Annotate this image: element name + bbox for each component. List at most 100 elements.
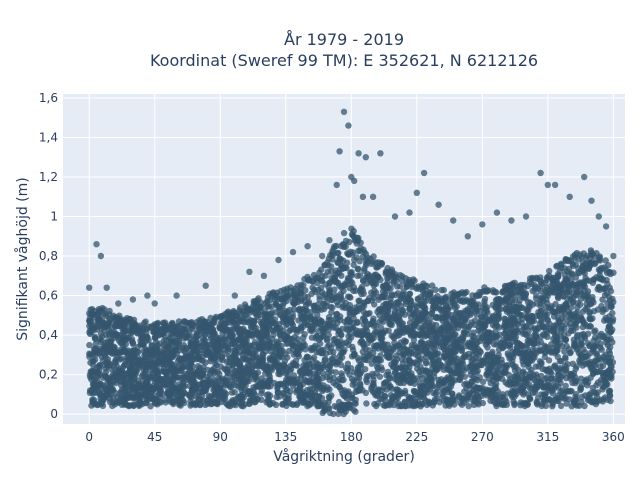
data-point: [544, 397, 552, 404]
data-point: [435, 296, 443, 304]
data-point: [340, 229, 348, 237]
data-point: [344, 317, 351, 325]
data-point: [544, 344, 551, 351]
data-point: [90, 357, 97, 365]
data-point: [394, 318, 401, 325]
data-point: [489, 373, 496, 381]
data-point: [587, 390, 595, 397]
data-point: [600, 285, 607, 293]
data-point: [605, 359, 613, 366]
data-point: [597, 363, 604, 370]
data-point: [532, 363, 539, 370]
data-point: [211, 364, 218, 372]
data-point: [600, 377, 607, 385]
data-point: [604, 326, 612, 334]
data-point: [329, 256, 336, 263]
data-point: [276, 296, 284, 303]
data-point: [289, 322, 297, 329]
data-point: [96, 371, 103, 379]
data-point: [325, 398, 332, 406]
data-point: [455, 376, 463, 383]
data-point: [353, 369, 361, 377]
data-point: [352, 287, 359, 294]
data-point: [593, 250, 600, 257]
data-point: [583, 300, 590, 308]
data-point: [565, 284, 572, 291]
data-point: [448, 390, 456, 397]
data-point: [381, 393, 388, 400]
data-point: [551, 362, 559, 369]
data-point: [401, 311, 408, 318]
data-point: [564, 361, 571, 368]
data-point: [383, 283, 391, 291]
data-point: [222, 380, 229, 388]
data-point: [266, 377, 274, 385]
data-point: [433, 313, 441, 321]
data-point: [300, 339, 307, 346]
data-point: [574, 280, 581, 288]
data-point: [526, 318, 533, 326]
data-point: [330, 348, 337, 356]
data-point: [568, 270, 575, 277]
data-point: [388, 302, 395, 309]
data-point: [92, 345, 99, 352]
data-point: [152, 367, 159, 374]
data-point: [191, 341, 198, 348]
data-point: [231, 309, 238, 316]
data-point: [373, 369, 380, 377]
data-point: [601, 383, 608, 390]
data-point: [362, 317, 369, 325]
data-point: [266, 342, 273, 349]
data-point: [237, 396, 245, 403]
data-point: [418, 340, 425, 347]
data-point: [117, 355, 125, 362]
data-point: [151, 334, 158, 341]
data-point: [578, 331, 586, 338]
data-point: [261, 328, 269, 335]
data-point: [375, 319, 383, 326]
data-point: [204, 373, 211, 380]
data-point: [344, 277, 351, 285]
data-point: [219, 312, 226, 320]
data-point: [318, 347, 325, 354]
data-point: [278, 347, 285, 355]
data-point: [450, 318, 458, 325]
data-point: [598, 264, 605, 272]
data-point: [393, 299, 400, 306]
data-point: [350, 261, 357, 269]
data-point: [592, 400, 600, 408]
data-point: [453, 355, 460, 362]
data-point: [572, 261, 579, 268]
data-point: [357, 245, 364, 252]
data-point: [506, 287, 514, 295]
data-point: [527, 369, 534, 377]
data-point: [175, 338, 183, 346]
data-point: [395, 400, 402, 407]
data-point: [162, 361, 169, 369]
data-point: [128, 351, 136, 358]
data-point: [609, 295, 616, 303]
data-point: [133, 365, 140, 373]
data-point: [474, 377, 481, 384]
data-point: [383, 386, 390, 393]
data-point: [279, 400, 286, 408]
data-point: [276, 393, 283, 400]
data-point: [246, 372, 254, 379]
data-point: [316, 379, 323, 387]
data-point: [329, 304, 336, 311]
data-point: [398, 364, 405, 372]
data-point: [433, 388, 440, 396]
data-point: [293, 362, 300, 369]
data-point: [563, 342, 570, 350]
data-point: [336, 375, 343, 383]
data-point: [350, 406, 357, 414]
data-point: [372, 280, 380, 288]
data-point: [442, 313, 450, 320]
data-point: [487, 397, 494, 404]
data-point: [538, 280, 546, 288]
data-point: [457, 313, 464, 321]
data-point: [160, 320, 168, 328]
data-point: [334, 269, 341, 277]
data-point: [370, 382, 377, 390]
